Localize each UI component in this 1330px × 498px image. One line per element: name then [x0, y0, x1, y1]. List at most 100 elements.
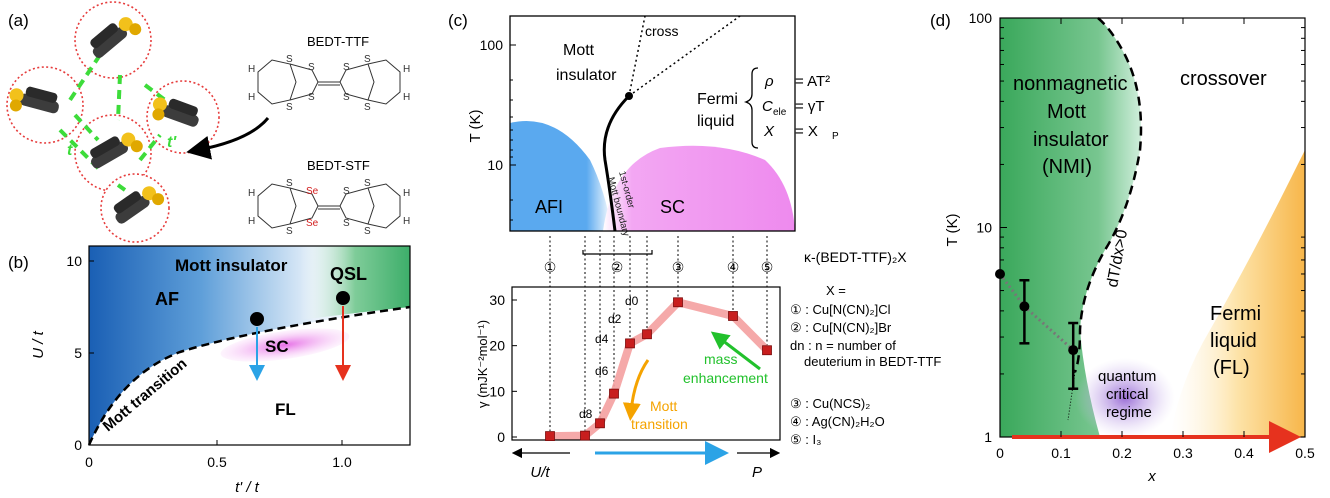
svg-text:S: S [364, 54, 371, 65]
svg-text:100: 100 [480, 37, 504, 53]
data-point [1019, 301, 1030, 312]
gamma-point [673, 297, 683, 308]
mass-arrow [710, 331, 761, 371]
panel-b-xticks: 0 0.5 1.0 [85, 454, 352, 470]
liquid-label: liquid [697, 113, 734, 130]
dTdx-boundary [1073, 17, 1143, 373]
svg-text:H: H [403, 64, 410, 75]
panel-d: (d) nonmagnetic Mott insulator (NMI) cro… [930, 10, 1315, 485]
svg-text:④ : Ag(CN)₂H₂O: ④ : Ag(CN)₂H₂O [790, 414, 885, 429]
svg-text:S: S [343, 92, 350, 103]
sc-region [220, 328, 350, 362]
bond-t-label: t [67, 142, 73, 159]
svg-text:H: H [248, 188, 255, 199]
afi-region [510, 120, 612, 231]
sc-label: SC [265, 337, 289, 356]
gamma-ytick: 10 [489, 383, 505, 399]
panel-b: (b) Mott insulator QSL AF SC FL Mott tra… [8, 245, 411, 496]
y-tick-label: 10 [976, 220, 992, 236]
insulator-label: insulator [556, 67, 617, 84]
qsl-region [300, 246, 410, 320]
molecule2-label: BEDT-STF [307, 158, 370, 173]
svg-text:H: H [403, 92, 410, 103]
formula: ρ = AT² C ele = γT X = X P [762, 73, 839, 142]
svg-text:ρ: ρ [764, 73, 774, 90]
sc-label-c: SC [660, 197, 685, 217]
gamma-point [642, 329, 652, 340]
panel-b-xlabel: t' / t [235, 479, 260, 496]
fermi-label: Fermi [697, 91, 738, 108]
gamma-plot: 0 10 20 30 [489, 286, 781, 445]
pointer-arrow [186, 117, 270, 160]
crossover-line-1 [628, 15, 646, 97]
y-tick-label: 1 [984, 429, 992, 445]
svg-text:X =: X = [826, 283, 846, 298]
svg-text:① : Cu[N(CN)₂]Cl: ① : Cu[N(CN)₂]Cl [790, 302, 891, 317]
svg-text:= γT: = γT [795, 98, 825, 115]
x-tick-label: 0.1 [1051, 445, 1071, 461]
bedt-stf-formula [257, 183, 401, 229]
compound-legend: X = ① : Cu[N(CN)₂]Cl ② : Cu[N(CN)₂]Br dn… [790, 283, 941, 447]
gamma-markers [545, 297, 772, 441]
svg-text:③ : Cu(NCS)₂: ③ : Cu(NCS)₂ [790, 396, 870, 411]
fl-label-d2: liquid [1210, 330, 1257, 352]
svg-text:H: H [403, 188, 410, 199]
mott-transition-curve [87, 305, 411, 446]
svg-text:H: H [248, 64, 255, 75]
fl-region [1170, 150, 1305, 437]
svg-text:5: 5 [74, 345, 82, 361]
panel-d-ylabel: T (K) [944, 213, 961, 246]
critical-point-2 [336, 291, 350, 305]
gamma-ytick: 0 [497, 429, 505, 445]
panel-c-top-yticks: 100 10 [480, 37, 504, 173]
svg-text:X: X [763, 123, 775, 140]
x-tick-label: 0.2 [1112, 445, 1132, 461]
sample-markers: ① ② ③ ④ ⑤ [544, 259, 774, 275]
qcr-label-1: quantum [1098, 368, 1156, 385]
panel-c-label: (c) [448, 11, 468, 30]
svg-text:S: S [343, 186, 350, 197]
svg-text:② : Cu[N(CN)₂]Br: ② : Cu[N(CN)₂]Br [790, 320, 892, 335]
gamma-ytick: 20 [489, 338, 505, 354]
nmi-label-3: insulator [1033, 129, 1109, 151]
panel-b-ylabel: U / t [30, 330, 47, 358]
molecule1-label: BEDT-TTF [307, 34, 369, 49]
panel-b-tick-marks [89, 260, 343, 445]
gamma-yticks: 0 10 20 30 [489, 292, 517, 445]
compound-bracket [582, 250, 653, 255]
svg-text:1.0: 1.0 [332, 454, 352, 470]
compound-label: κ-(BEDT-TTF)₂X [804, 249, 907, 265]
panel-c-top-ticks [510, 44, 516, 221]
svg-text:S: S [286, 102, 293, 113]
cross-label: cross [645, 23, 678, 39]
panel-b-label: (b) [8, 253, 29, 272]
fl-label-d1: Fermi [1210, 303, 1261, 325]
svg-text:C: C [762, 98, 773, 115]
critical-point-1 [250, 312, 264, 326]
gamma-point [595, 418, 605, 429]
gamma-point [625, 338, 635, 349]
svg-text:0.5: 0.5 [207, 454, 227, 470]
bedt-stf-atoms: S S Se Se S S S S H H H H [248, 178, 410, 237]
x-tick-label: 0 [996, 445, 1004, 461]
svg-text:H: H [248, 216, 255, 227]
fl-label-d3: (FL) [1213, 357, 1250, 379]
fl-label: FL [275, 400, 296, 419]
mott-arrow [622, 359, 650, 421]
nmi-label-2: Mott [1047, 101, 1086, 123]
svg-text:dn : n = number of: dn : n = number of [790, 338, 896, 353]
svg-text:S: S [364, 102, 371, 113]
svg-text:S: S [308, 62, 315, 73]
y-tick-label: 100 [969, 10, 993, 26]
nmi-label-4: (NMI) [1042, 156, 1092, 178]
panel-c-top-ylabel: T (K) [467, 109, 484, 142]
svg-text:S: S [308, 92, 315, 103]
gamma-point [728, 311, 738, 321]
panel-d-tick-marks [999, 17, 1306, 438]
gamma-point [762, 345, 772, 356]
gamma-point [609, 388, 619, 399]
svg-text:Se: Se [306, 218, 319, 229]
transition-label-c: transition [631, 416, 688, 432]
svg-text:P: P [832, 131, 839, 142]
